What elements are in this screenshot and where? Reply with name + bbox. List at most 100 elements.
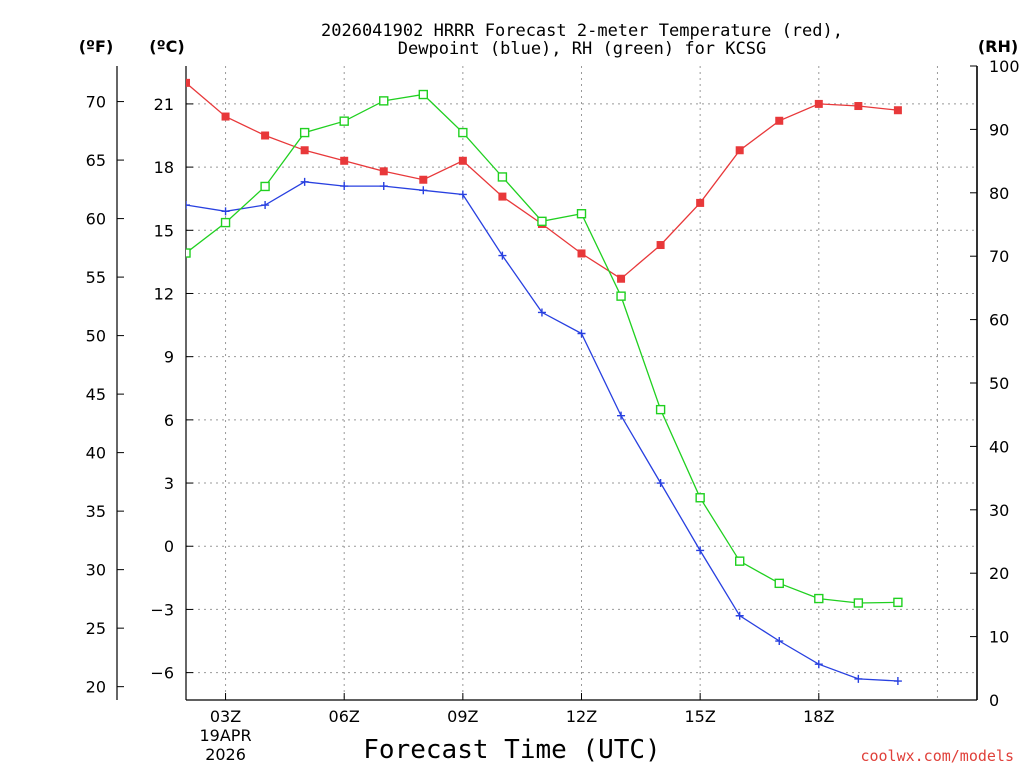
celsius-tick-label: −6 bbox=[150, 664, 174, 683]
fahrenheit-tick-label: 40 bbox=[86, 444, 106, 463]
celsius-tick-label: 0 bbox=[164, 537, 174, 556]
x-tick-label: 03Z bbox=[210, 707, 241, 726]
rh-tick-label: 30 bbox=[989, 501, 1009, 520]
x-tick-label: 18Z bbox=[803, 707, 834, 726]
x-tick-label: 12Z bbox=[566, 707, 597, 726]
x-tick-date: 19APR bbox=[200, 726, 252, 745]
x-tick-label: 15Z bbox=[684, 707, 715, 726]
rh-tick-label: 80 bbox=[989, 184, 1009, 203]
rh-point bbox=[616, 291, 626, 301]
credit-text: coolwx.com/models bbox=[860, 747, 1014, 765]
rh-point bbox=[186, 248, 191, 258]
rh-point bbox=[695, 493, 705, 503]
temperature-point bbox=[261, 131, 270, 140]
rh-tick-label: 0 bbox=[989, 691, 999, 710]
axes bbox=[116, 66, 978, 701]
celsius-tick-label: 12 bbox=[154, 284, 174, 303]
rh-tick-label: 50 bbox=[989, 374, 1009, 393]
rh-tick-label: 100 bbox=[989, 57, 1020, 76]
fahrenheit-tick-label: 50 bbox=[86, 327, 106, 346]
rh-point bbox=[260, 181, 270, 192]
x-tick-label: 06Z bbox=[329, 707, 360, 726]
rh-point bbox=[497, 172, 508, 182]
dewpoint-point bbox=[221, 207, 230, 216]
dewpoint-point bbox=[814, 660, 823, 669]
dewpoint-point bbox=[186, 201, 190, 210]
rh-tick-label: 90 bbox=[989, 120, 1009, 139]
dewpoint-point bbox=[379, 182, 388, 191]
dewpoint-point bbox=[656, 479, 665, 488]
rh-point bbox=[655, 404, 666, 415]
temperature-point bbox=[617, 274, 626, 283]
rh-point bbox=[418, 89, 428, 100]
rh-point bbox=[339, 116, 349, 126]
temperature-point bbox=[814, 99, 823, 108]
x-axis-label: Forecast Time (UTC) bbox=[363, 735, 660, 765]
rh-unit-label: (RH) bbox=[978, 37, 1018, 56]
dewpoint-series bbox=[186, 177, 902, 686]
data-series bbox=[186, 78, 903, 686]
temperature-point bbox=[221, 112, 230, 121]
temperature-point bbox=[854, 102, 863, 111]
rh-point bbox=[774, 578, 784, 589]
fahrenheit-tick-label: 35 bbox=[86, 502, 106, 521]
rh-tick-label: 10 bbox=[989, 628, 1009, 647]
fahrenheit-tick-label: 25 bbox=[86, 619, 106, 638]
rh-point bbox=[537, 216, 547, 227]
celsius-tick-label: 6 bbox=[164, 411, 174, 430]
x-tick-label: 09Z bbox=[447, 707, 478, 726]
celsius-tick-label: 3 bbox=[164, 474, 174, 493]
fahrenheit-tick-label: 45 bbox=[86, 385, 106, 404]
rh-tick-label: 40 bbox=[989, 437, 1009, 456]
celsius-tick-label: 18 bbox=[154, 158, 174, 177]
temperature-point bbox=[186, 78, 190, 87]
rh-point bbox=[735, 556, 745, 566]
fahrenheit-tick-label: 60 bbox=[86, 210, 106, 229]
rh-line bbox=[186, 93, 898, 604]
rh-point bbox=[853, 598, 864, 608]
temperature-point bbox=[379, 167, 388, 176]
rh-point bbox=[220, 217, 231, 228]
dewpoint-point bbox=[893, 677, 902, 686]
rh-tick-label: 60 bbox=[989, 311, 1009, 330]
temperature-point bbox=[893, 106, 902, 115]
celsius-tick-label: 9 bbox=[164, 348, 174, 367]
temperature-point bbox=[498, 192, 507, 201]
dewpoint-point bbox=[261, 201, 270, 210]
rh-point bbox=[299, 127, 310, 138]
temperature-point bbox=[419, 175, 428, 184]
dewpoint-point bbox=[696, 546, 705, 555]
temperature-series bbox=[186, 78, 902, 283]
fahrenheit-tick-label: 30 bbox=[86, 561, 106, 580]
temperature-point bbox=[340, 156, 349, 165]
dewpoint-point bbox=[617, 411, 626, 420]
tick-labels: 20 25 30 35 40 45 50 55 60 65 70 −6 −3 0 3 6 9 12 15 18 21 0 1… bbox=[86, 57, 1020, 764]
rh-series bbox=[186, 89, 903, 608]
dewpoint-line bbox=[186, 181, 898, 682]
rh-point bbox=[814, 593, 824, 604]
dewpoint-point bbox=[300, 177, 309, 186]
dewpoint-point bbox=[735, 611, 744, 620]
rh-tick-label: 20 bbox=[989, 564, 1009, 583]
rh-point bbox=[458, 127, 468, 138]
temperature-point bbox=[696, 198, 705, 207]
rh-point bbox=[576, 209, 587, 219]
dewpoint-point bbox=[340, 182, 349, 191]
dewpoint-point bbox=[775, 637, 784, 646]
dewpoint-point bbox=[419, 186, 428, 195]
chart-title-line1: 2026041902 HRRR Forecast 2-meter Tempera… bbox=[321, 21, 843, 41]
temperature-point bbox=[735, 146, 744, 155]
x-tick-year: 2026 bbox=[205, 745, 246, 764]
dewpoint-point bbox=[577, 329, 586, 338]
fahrenheit-tick-label: 55 bbox=[86, 268, 106, 287]
fahrenheit-unit-label: (ºF) bbox=[79, 37, 114, 56]
rh-tick-label: 70 bbox=[989, 247, 1009, 266]
rh-point bbox=[379, 96, 389, 106]
rh-point bbox=[893, 597, 903, 608]
celsius-unit-label: (ºC) bbox=[149, 37, 184, 56]
chart-title-line2: Dewpoint (blue), RH (green) for KCSG bbox=[398, 39, 766, 59]
temperature-point bbox=[656, 241, 665, 250]
celsius-tick-label: 15 bbox=[154, 221, 174, 240]
fahrenheit-tick-label: 70 bbox=[86, 93, 106, 112]
